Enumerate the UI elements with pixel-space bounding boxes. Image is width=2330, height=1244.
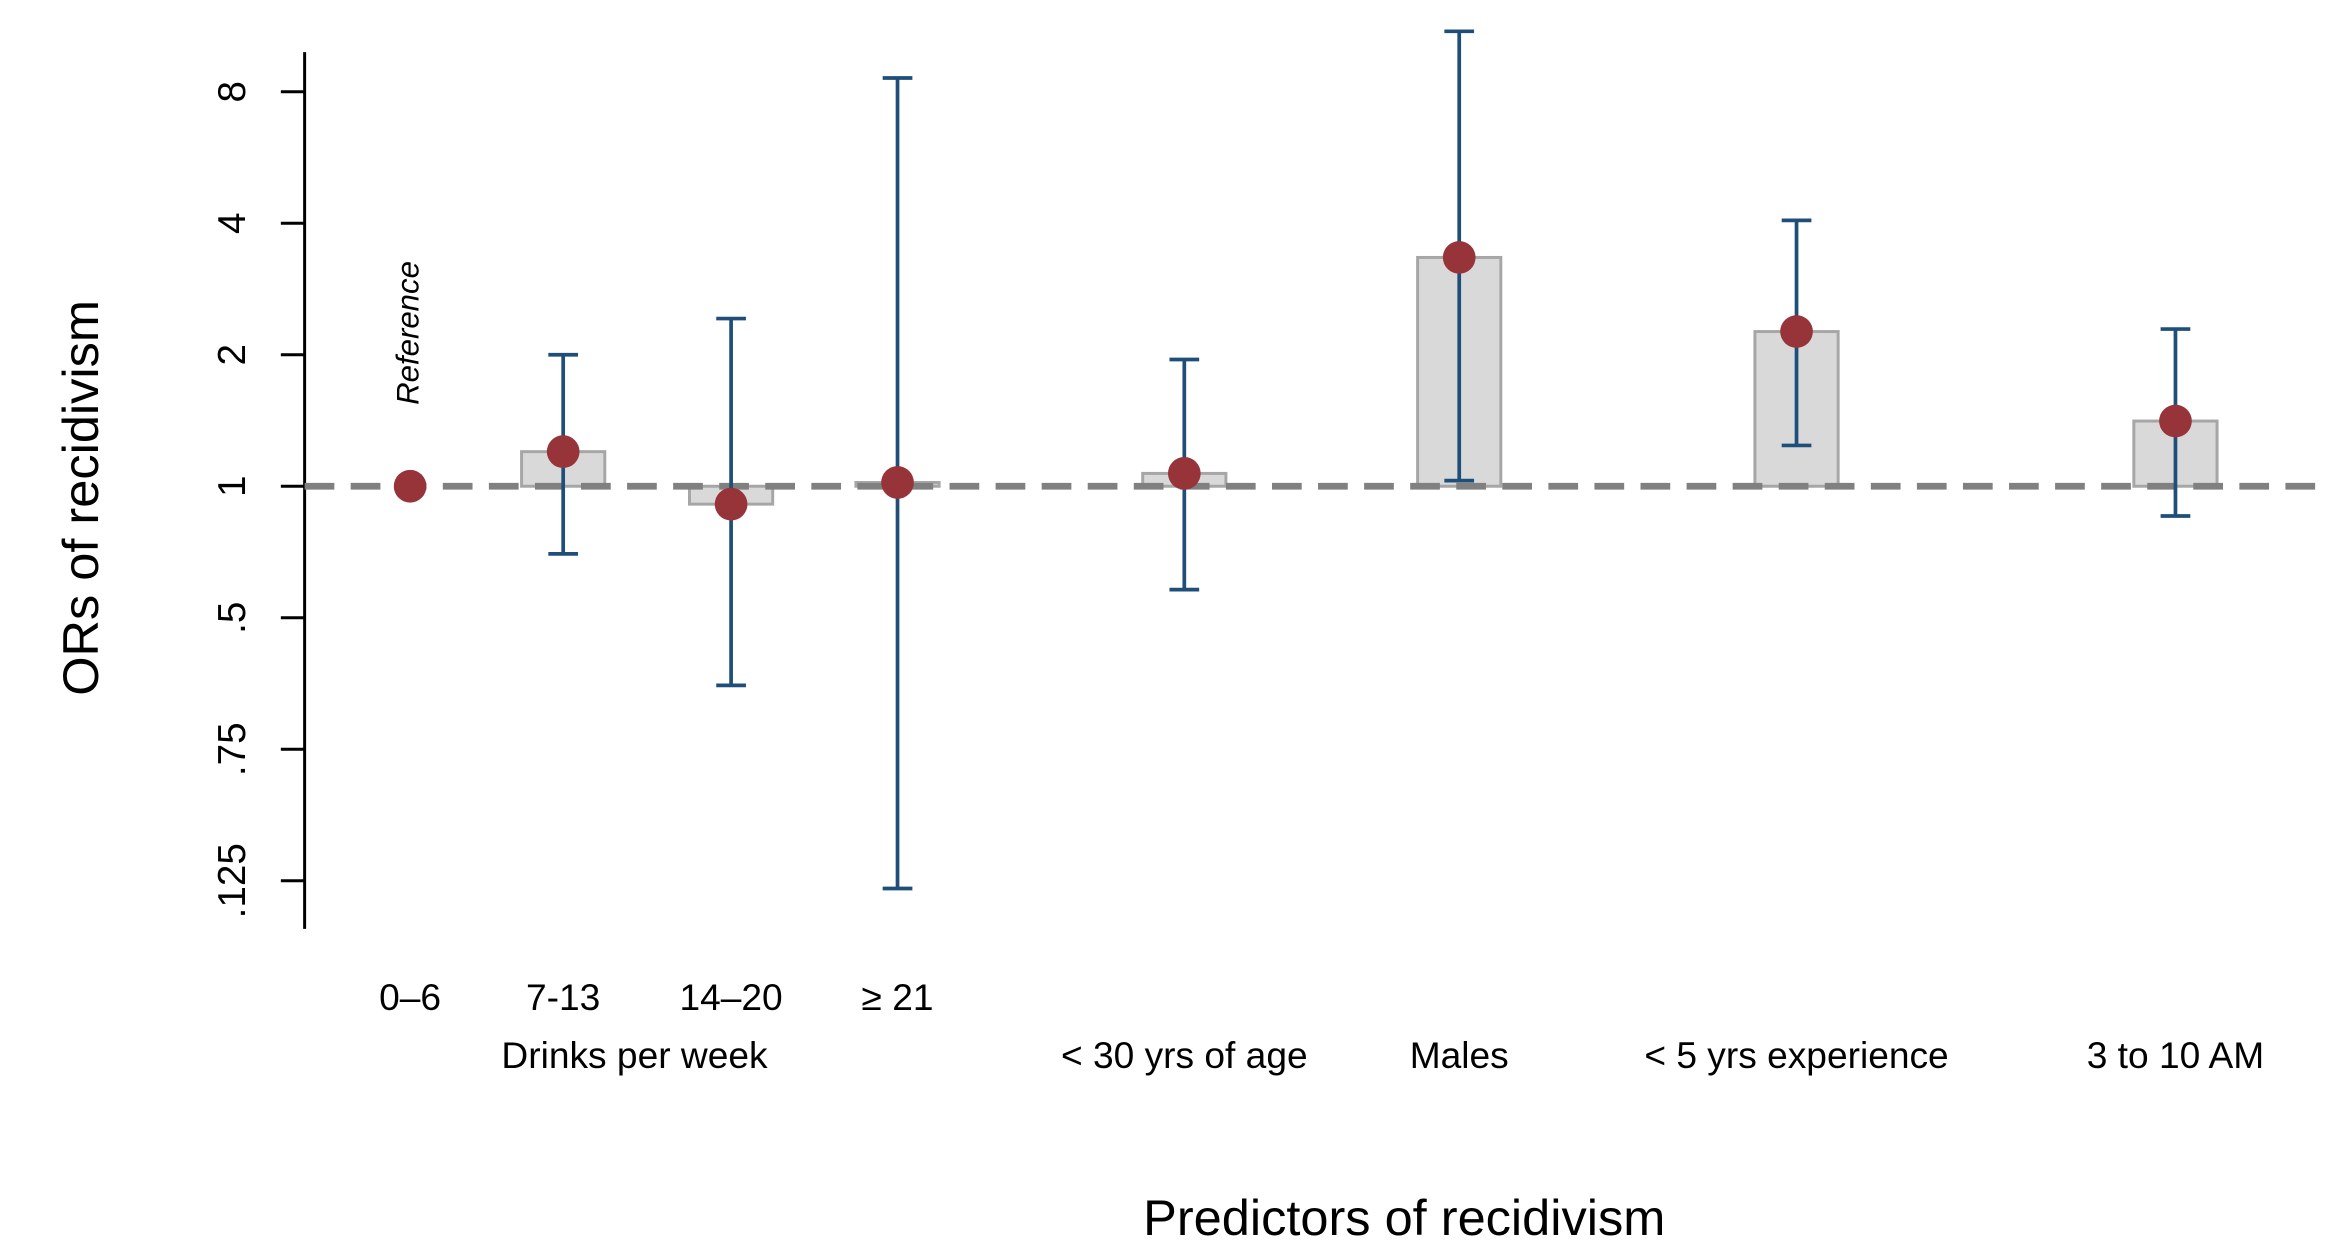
x-tick-label: < 30 yrs of age <box>1061 1034 1308 1076</box>
point <box>1780 315 1813 348</box>
x-tick-label: 0–6 <box>379 976 441 1018</box>
y-tick-label: 4 <box>211 212 254 233</box>
point <box>714 487 748 521</box>
annotation: Reference <box>390 261 425 405</box>
y-tick-label: 8 <box>211 81 254 102</box>
y-tick-label: 1 <box>211 475 254 496</box>
point <box>1442 241 1476 274</box>
point <box>2159 404 2192 438</box>
y-tick-label: .75 <box>211 722 254 776</box>
point <box>1167 457 1201 490</box>
x-tick-label: ≥ 21 <box>862 976 934 1018</box>
group-label: Drinks per week <box>501 1034 768 1076</box>
x-tick-label: 7-13 <box>526 976 600 1018</box>
point <box>393 469 427 503</box>
y-tick-label: .125 <box>211 843 254 918</box>
x-tick-label: 3 to 10 AM <box>2087 1034 2265 1076</box>
y-tick-label: 2 <box>211 344 254 365</box>
x-tick-label: < 5 yrs experience <box>1644 1034 1948 1076</box>
point <box>546 435 580 468</box>
y-tick-label: .5 <box>211 602 254 634</box>
y-axis-title: ORs of recidivism <box>52 300 109 696</box>
point <box>881 466 914 499</box>
x-axis-title: Predictors of recidivism <box>1143 1189 1665 1244</box>
x-tick-label: 14–20 <box>679 976 782 1018</box>
x-tick-label: Males <box>1410 1034 1509 1076</box>
